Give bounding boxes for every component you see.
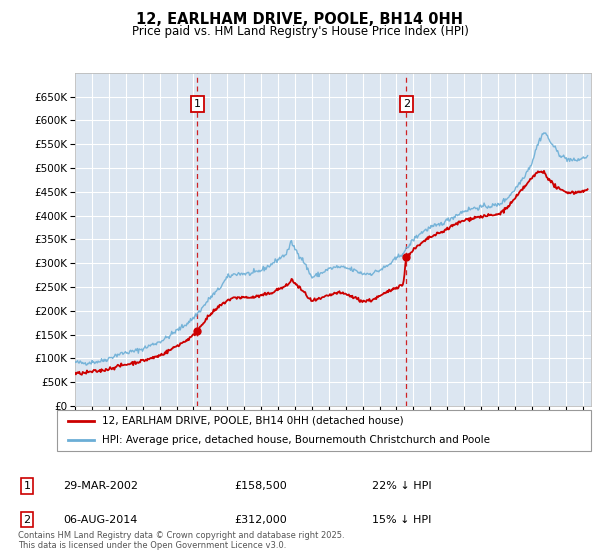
Text: 12, EARLHAM DRIVE, POOLE, BH14 0HH: 12, EARLHAM DRIVE, POOLE, BH14 0HH [137,12,464,27]
Text: £312,000: £312,000 [234,515,287,525]
Text: 22% ↓ HPI: 22% ↓ HPI [372,481,431,491]
Text: 1: 1 [194,99,201,109]
Text: Contains HM Land Registry data © Crown copyright and database right 2025.
This d: Contains HM Land Registry data © Crown c… [18,530,344,550]
Text: HPI: Average price, detached house, Bournemouth Christchurch and Poole: HPI: Average price, detached house, Bour… [103,435,490,445]
Text: 12, EARLHAM DRIVE, POOLE, BH14 0HH (detached house): 12, EARLHAM DRIVE, POOLE, BH14 0HH (deta… [103,416,404,426]
Text: Price paid vs. HM Land Registry's House Price Index (HPI): Price paid vs. HM Land Registry's House … [131,25,469,38]
Text: 1: 1 [23,481,31,491]
Text: 2: 2 [403,99,410,109]
Text: 06-AUG-2014: 06-AUG-2014 [63,515,137,525]
Text: 15% ↓ HPI: 15% ↓ HPI [372,515,431,525]
Text: £158,500: £158,500 [234,481,287,491]
Text: 2: 2 [23,515,31,525]
Text: 29-MAR-2002: 29-MAR-2002 [63,481,138,491]
